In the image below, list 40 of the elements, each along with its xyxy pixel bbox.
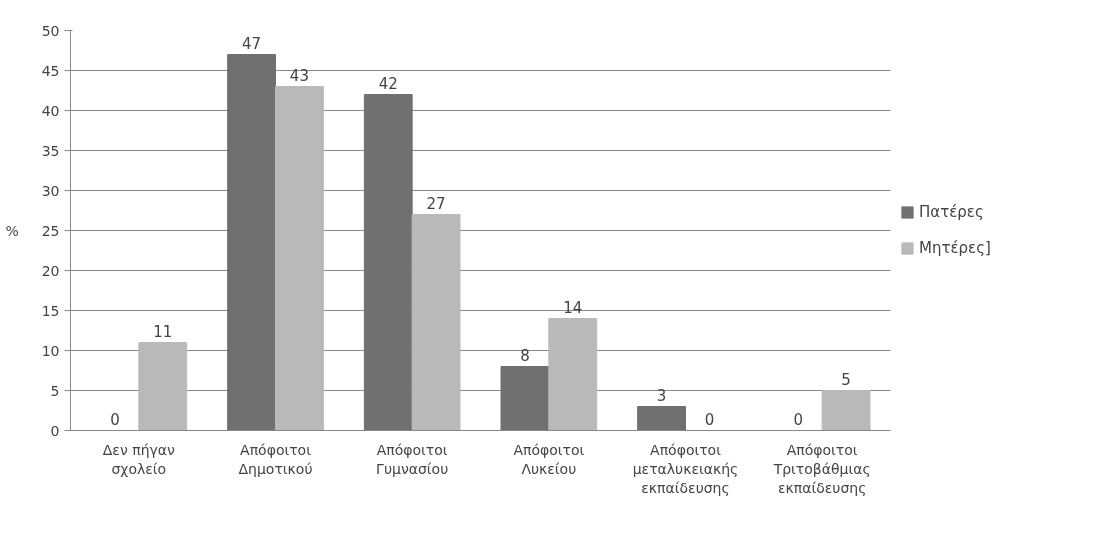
bar (411, 214, 461, 431)
x-tick-label: Απόφοιτοι Τριτοβάθμιας εκπαίδευσης (772, 441, 871, 496)
y-tick-label: 10 (41, 342, 60, 359)
y-tick-label: 35 (41, 142, 60, 159)
x-tick-label: Δεν πήγαν σχολείο (102, 441, 176, 477)
x-tick-label: Απόφοιτοι Γυμνασίου (376, 441, 449, 477)
bar (363, 94, 413, 431)
x-tick-label: Απόφοιτοι Λυκείου (513, 441, 585, 477)
y-tick-label: 15 (41, 302, 60, 319)
data-label: 5 (841, 370, 851, 389)
y-tick-label: 40 (41, 102, 60, 119)
x-tick-label: Απόφοιτοι Δημοτικού (238, 441, 313, 477)
y-tick-label: 30 (41, 182, 60, 199)
data-label: 27 (426, 194, 446, 213)
y-tick-label: 0 (50, 422, 60, 439)
bar (275, 86, 324, 431)
legend-label: Μητέρες] (919, 239, 991, 257)
y-axis-title: % (5, 222, 19, 239)
data-label: 0 (793, 410, 804, 429)
data-label: 42 (378, 74, 398, 93)
x-tick-label: Απόφοιτοι μεταλυκειακής εκπαίδευσης (632, 441, 739, 496)
bar (227, 54, 276, 431)
data-label: 3 (656, 386, 667, 405)
bar (821, 390, 871, 431)
y-tick-label: 45 (41, 62, 60, 79)
y-tick-label: 5 (50, 382, 60, 399)
bar (637, 406, 686, 431)
y-tick-label: 50 (41, 22, 60, 39)
y-tick-label: 20 (41, 262, 60, 279)
data-label: 43 (289, 66, 309, 85)
data-label: 0 (704, 410, 715, 429)
data-label: 47 (242, 34, 262, 53)
legend-label: Πατέρες (919, 203, 985, 221)
y-tick-label: 25 (41, 222, 60, 239)
data-label: 8 (520, 346, 530, 365)
data-label: 0 (110, 410, 120, 429)
data-label: 11 (153, 322, 173, 341)
bar (548, 318, 598, 431)
bar (500, 366, 550, 431)
bar (138, 342, 188, 431)
